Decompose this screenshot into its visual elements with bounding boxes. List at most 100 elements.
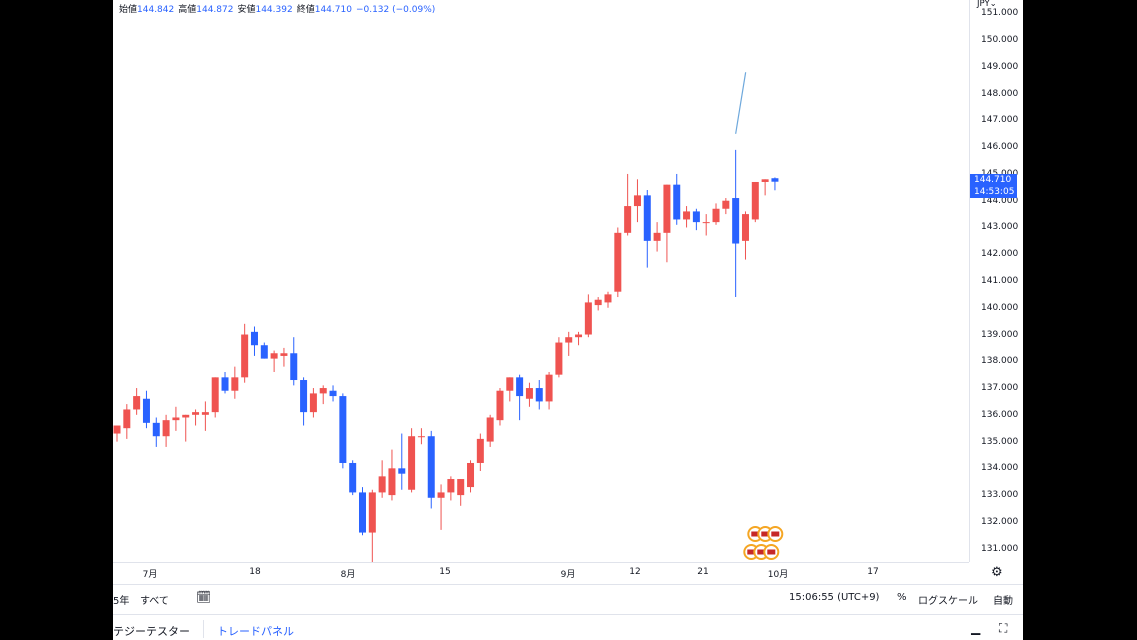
candle-body: [604, 294, 612, 303]
auto-scale-toggle[interactable]: 自動: [993, 596, 1013, 607]
candle-body: [447, 479, 455, 493]
flag-stripe: [761, 531, 770, 537]
time-tick-label: 15: [439, 567, 451, 577]
low-label: 安値: [237, 5, 256, 15]
high-value: 144.872: [196, 5, 234, 15]
price-chart[interactable]: 始値144.842 高値144.872 安値144.392 終値144.710 −0.1…: [113, 0, 969, 562]
open-value: 144.842: [137, 5, 175, 15]
clock-time[interactable]: 15:06:55 (UTC+9): [789, 592, 880, 603]
candle-body: [142, 398, 150, 423]
candle-body: [457, 479, 465, 496]
log-scale-toggle[interactable]: ログスケール: [918, 596, 978, 607]
range-all-button[interactable]: すべて: [140, 596, 169, 607]
price-tick-label: 142.000: [981, 249, 1019, 260]
candle-body: [241, 334, 249, 378]
candle-body: [378, 476, 386, 493]
candle-body: [555, 342, 563, 375]
ohlc-legend: 始値144.842 高値144.872 安値144.392 終値144.710 −0.1…: [119, 2, 435, 15]
candle-body: [732, 198, 740, 244]
price-scale[interactable]: 131.000 132.000 133.000 134.000 135.000 136.0…: [969, 0, 1023, 562]
candle-body: [368, 492, 376, 533]
candle-body: [152, 422, 160, 437]
chart-window: 始値144.842 高値144.872 安値144.392 終値144.710 −0.1…: [113, 0, 1023, 640]
percent-toggle[interactable]: %: [897, 592, 907, 603]
current-price: 144.710: [974, 175, 1012, 185]
calendar-icon[interactable]: 🗓: [196, 590, 212, 604]
time-tick-label: 12: [629, 567, 641, 577]
price-tick-label: 139.000: [981, 329, 1019, 340]
candle-body: [437, 492, 445, 498]
close-value: 144.710: [314, 5, 352, 15]
bar-countdown: 14:53:05: [974, 187, 1015, 197]
range-5y-button[interactable]: 5年: [113, 596, 130, 607]
candle-body: [476, 438, 484, 463]
candle-body: [545, 374, 553, 402]
candle-body: [702, 222, 710, 224]
price-tick-label: 148.000: [981, 88, 1019, 99]
candle-body: [565, 337, 573, 343]
candle-body: [221, 377, 229, 391]
candle-body: [417, 436, 425, 438]
candle-body: [751, 181, 759, 220]
change-value: −0.132 (−0.09%): [355, 5, 436, 15]
candle-body: [535, 388, 543, 402]
tab-divider: [203, 620, 204, 638]
price-tick-label: 135.000: [981, 436, 1019, 447]
candle-body: [692, 211, 700, 223]
candle-body: [496, 390, 504, 421]
candle-body: [506, 377, 514, 391]
candle-body: [339, 396, 347, 463]
candle-body: [133, 396, 141, 410]
price-tick-label: 138.000: [981, 356, 1019, 367]
price-tick-label: 137.000: [981, 383, 1019, 394]
minimize-icon[interactable]: ▁: [971, 621, 981, 635]
currency-selector[interactable]: JPY⌄: [977, 0, 997, 9]
current-price-label: 144.710 14:53:05: [970, 174, 1017, 198]
candlestick-chart[interactable]: [113, 0, 969, 562]
time-scale[interactable]: 7月 18 8月 15 9月 12 21 10月 17: [113, 562, 969, 584]
time-tick-label: 17: [867, 567, 879, 577]
tab-trade-panel[interactable]: トレードパネル: [217, 625, 294, 638]
candle-body: [162, 420, 170, 437]
flag-stripe: [767, 549, 776, 555]
price-tick-label: 147.000: [981, 115, 1019, 126]
gear-icon[interactable]: ⚙: [991, 565, 1003, 580]
candle-body: [280, 353, 288, 356]
candle-body: [309, 393, 317, 413]
candle-body: [319, 388, 327, 394]
tab-strategy-tester[interactable]: テジーテスター: [113, 625, 190, 638]
flag-stripe: [751, 531, 760, 537]
currency-label: JPY: [977, 0, 990, 9]
price-tick-label: 143.000: [981, 222, 1019, 233]
price-tick-label: 149.000: [981, 61, 1019, 72]
candle-body: [398, 468, 406, 474]
candle-body: [250, 331, 258, 346]
close-label: 終値: [296, 5, 315, 15]
candle-body: [201, 412, 209, 415]
candle-body: [486, 417, 494, 442]
candle-body: [123, 409, 131, 429]
maximize-icon[interactable]: ⛶: [999, 621, 1008, 635]
time-tick-label: 9月: [560, 570, 576, 580]
bottom-panel-tabs: テジーテスター トレードパネル ▁ ⛶: [113, 614, 1023, 640]
candle-body: [192, 412, 200, 415]
chevron-down-icon: ⌄: [989, 0, 997, 9]
price-tick-label: 134.000: [981, 463, 1019, 474]
candle-body: [594, 299, 602, 306]
open-label: 始値: [119, 5, 138, 15]
candle-body: [663, 184, 671, 233]
candle-body: [467, 462, 475, 488]
candle-body: [388, 468, 396, 496]
time-tick-label: 18: [249, 567, 261, 577]
bottom-toolbar: 5年 すべて 🗓 15:06:55 (UTC+9) % ログスケール 自動: [113, 584, 1023, 612]
candle-body: [408, 436, 416, 490]
candle-body: [329, 390, 337, 397]
candle-body: [359, 492, 366, 533]
price-tick-label: 144.000: [981, 195, 1019, 206]
candle-body: [182, 414, 190, 418]
candle-body: [211, 377, 219, 413]
candle-body: [525, 388, 533, 399]
candle-body: [575, 334, 583, 338]
price-tick-label: 151.000: [981, 8, 1019, 19]
candle-body: [712, 208, 720, 223]
